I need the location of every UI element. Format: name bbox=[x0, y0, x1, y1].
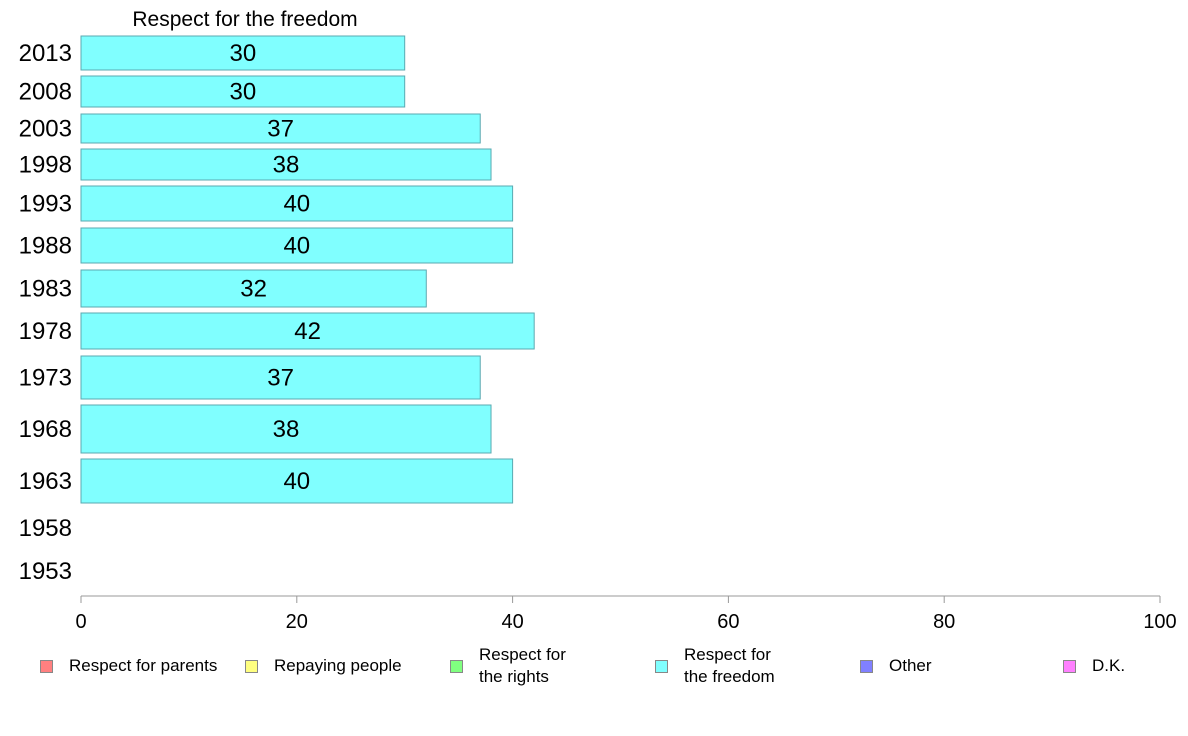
bar-2013 bbox=[80, 35, 406, 71]
x-tick-label: 100 bbox=[1143, 611, 1176, 633]
bar-1998 bbox=[80, 148, 492, 181]
bar-2003 bbox=[80, 113, 481, 144]
x-tick-label: 40 bbox=[501, 611, 523, 633]
bar-1993 bbox=[80, 185, 514, 222]
bar-value-label: 32 bbox=[240, 276, 267, 303]
legend-item: Respect for parents bbox=[40, 640, 217, 692]
legend-swatch bbox=[860, 659, 873, 673]
year-label: 1998 bbox=[19, 152, 72, 179]
bar-value-label: 40 bbox=[283, 468, 310, 495]
bar-1973 bbox=[80, 355, 481, 400]
year-label: 1988 bbox=[19, 233, 72, 260]
bar-value-label: 40 bbox=[283, 191, 310, 218]
bar-1983 bbox=[80, 269, 427, 308]
year-label: 2003 bbox=[19, 116, 72, 143]
legend-item: Respect for the rights bbox=[450, 640, 566, 692]
year-label: 1973 bbox=[19, 365, 72, 392]
x-tick-label: 0 bbox=[75, 611, 86, 633]
legend-swatch bbox=[1063, 659, 1076, 673]
legend-label: Other bbox=[889, 656, 932, 675]
bar-chart: Respect for the freedom 30 30 37 38 40 40 32 42… bbox=[19, 8, 1177, 633]
bar-value-label: 38 bbox=[273, 416, 300, 443]
bar-1988 bbox=[80, 227, 514, 264]
bar-value-label: 37 bbox=[267, 365, 294, 392]
legend-swatch bbox=[655, 659, 668, 673]
legend-item: Respect for the freedom bbox=[655, 640, 775, 692]
year-label: 1968 bbox=[19, 416, 72, 443]
year-label: 2013 bbox=[19, 40, 72, 67]
bar-value-label: 37 bbox=[267, 116, 294, 143]
bar-value-label: 30 bbox=[229, 40, 256, 67]
x-axis: 0 20 40 60 80 100 bbox=[75, 595, 1177, 633]
year-label: 1963 bbox=[19, 468, 72, 495]
legend-item: Other bbox=[860, 640, 932, 692]
chart-title: Respect for the freedom bbox=[132, 8, 357, 31]
year-labels: 2013 2008 2003 1998 1993 1988 1983 1978 1973 1968… bbox=[19, 40, 72, 585]
year-label: 2008 bbox=[19, 79, 72, 106]
bar-1978 bbox=[80, 312, 535, 350]
bar-2008 bbox=[80, 75, 406, 108]
bar-1968 bbox=[80, 404, 492, 454]
year-label: 1978 bbox=[19, 318, 72, 345]
legend-swatch bbox=[245, 659, 258, 673]
x-tick-label: 80 bbox=[933, 611, 955, 633]
year-label: 1993 bbox=[19, 191, 72, 218]
legend-swatch bbox=[450, 659, 463, 673]
year-label: 1983 bbox=[19, 276, 72, 303]
x-tick-label: 20 bbox=[286, 611, 308, 633]
bar-value-label: 42 bbox=[294, 318, 321, 345]
bar-value-label: 38 bbox=[273, 152, 300, 179]
legend-item: D.K. bbox=[1063, 640, 1125, 692]
legend-label: Respect for the rights bbox=[479, 645, 566, 686]
legend: Respect for parents Repaying people Respec… bbox=[0, 640, 1188, 700]
legend-label: Respect for the freedom bbox=[684, 645, 775, 686]
bar-value-label: 40 bbox=[283, 233, 310, 260]
legend-swatch bbox=[40, 659, 53, 673]
bar-value-label: 30 bbox=[229, 79, 256, 106]
legend-label: Repaying people bbox=[274, 656, 402, 675]
year-label: 1953 bbox=[19, 558, 72, 585]
legend-label: D.K. bbox=[1092, 656, 1126, 675]
year-label: 1958 bbox=[19, 515, 72, 542]
legend-item: Repaying people bbox=[245, 640, 402, 692]
legend-label: Respect for parents bbox=[69, 656, 218, 675]
x-tick-label: 60 bbox=[717, 611, 739, 633]
bar-1963 bbox=[80, 458, 514, 504]
